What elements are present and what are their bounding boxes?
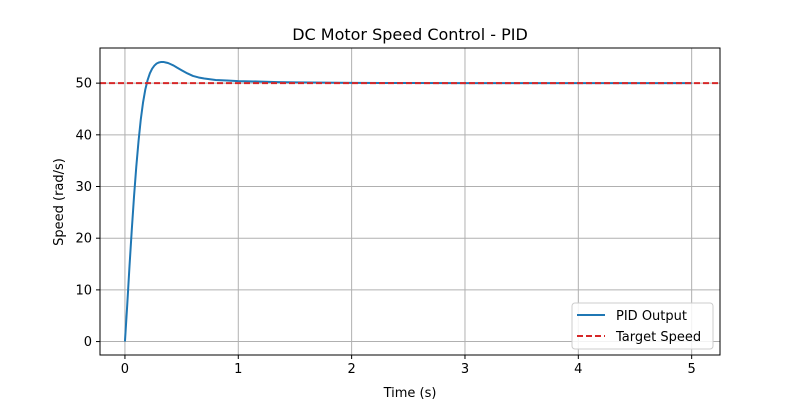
x-tick-label: 4 — [574, 362, 582, 377]
y-tick-label: 30 — [75, 180, 92, 195]
y-axis-label: Speed (rad/s) — [52, 158, 67, 246]
x-tick-label: 1 — [234, 362, 242, 377]
legend-label-target-speed: Target Speed — [615, 330, 701, 345]
y-tick-label: 20 — [75, 232, 92, 247]
y-axis-ticks: 0 10 20 30 40 50 — [75, 77, 100, 350]
series-line-pid-output — [123, 60, 692, 342]
plot-lines — [100, 60, 720, 342]
x-axis-label: Time (s) — [383, 386, 437, 400]
plot-frame — [99, 47, 721, 356]
chart-title: DC Motor Speed Control - PID — [292, 25, 528, 44]
x-tick-label: 2 — [347, 362, 355, 377]
x-tick-label: 5 — [688, 362, 696, 377]
y-tick-label: 0 — [84, 335, 92, 350]
legend-label-pid-output: PID Output — [616, 309, 687, 324]
legend: PID Output Target Speed — [571, 302, 714, 350]
y-tick-label: 50 — [75, 77, 92, 92]
legend-box — [571, 302, 714, 350]
x-axis-ticks: 0 1 2 3 4 5 — [121, 355, 696, 377]
y-tick-label: 10 — [75, 283, 92, 298]
x-tick-label: 0 — [121, 362, 129, 377]
y-tick-label: 40 — [75, 128, 92, 143]
x-tick-label: 3 — [461, 362, 469, 377]
